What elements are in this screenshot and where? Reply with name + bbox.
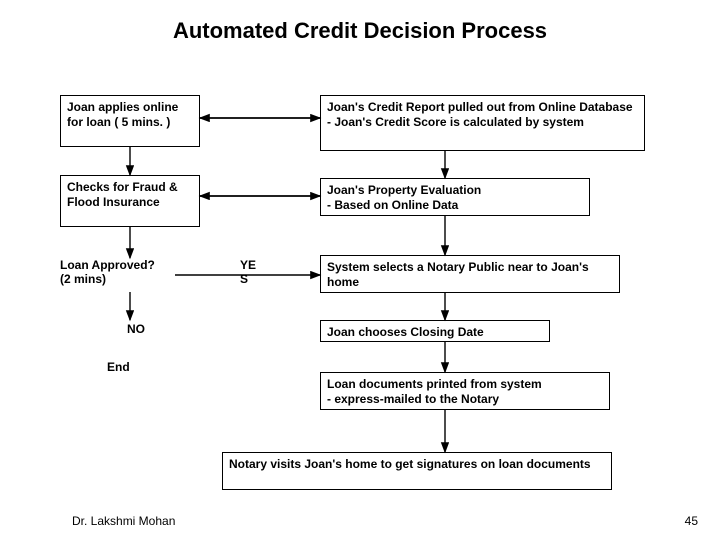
label-end: End <box>107 360 130 374</box>
step-fraud-flood: Checks for Fraud & Flood Insurance <box>60 175 200 227</box>
step-credit-report: Joan's Credit Report pulled out from Onl… <box>320 95 645 151</box>
decision-approved: Loan Approved?(2 mins) <box>60 258 175 292</box>
step-select-notary: System selects a Notary Public near to J… <box>320 255 620 293</box>
step-notary-visit: Notary visits Joan's home to get signatu… <box>222 452 612 490</box>
label-no: NO <box>127 322 145 336</box>
page-title: Automated Credit Decision Process <box>0 18 720 44</box>
step-closing-date: Joan chooses Closing Date <box>320 320 550 342</box>
step-property-eval: Joan's Property Evaluation- Based on Onl… <box>320 178 590 216</box>
label-yes: YES <box>240 258 256 287</box>
step-print-docs: Loan documents printed from system- expr… <box>320 372 610 410</box>
footer-author: Dr. Lakshmi Mohan <box>72 514 175 528</box>
step-apply-online: Joan applies online for loan ( 5 mins. ) <box>60 95 200 147</box>
footer-page: 45 <box>685 514 698 528</box>
